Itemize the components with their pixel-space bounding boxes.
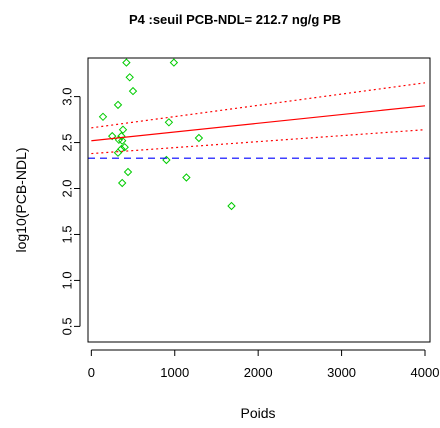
y-tick-label-5: 3.0 — [60, 88, 75, 106]
y-tick-label-1: 1.0 — [60, 271, 75, 289]
x-axis: 0 1000 2000 3000 4000 — [88, 349, 440, 380]
data-point-3 — [128, 86, 138, 96]
y-tick-label-4: 2.5 — [60, 134, 75, 152]
y-axis-label: log10(PCB-NDL) — [13, 147, 29, 252]
x-tick-label-1: 1000 — [160, 365, 189, 380]
plot-frame — [87, 57, 431, 343]
data-point-0 — [122, 58, 131, 67]
data-point-10 — [194, 133, 204, 143]
regression-line — [91, 105, 426, 142]
data-point-1 — [125, 73, 134, 82]
data-point-2 — [169, 58, 179, 67]
y-axis: 0.5 1.0 1.5 2.0 2.5 3.0 — [60, 88, 81, 335]
data-point-4 — [98, 112, 108, 122]
data-point-16 — [162, 155, 171, 165]
x-tick-label-4: 4000 — [411, 365, 440, 380]
data-point-18 — [182, 173, 191, 182]
chart-title: P4 :seuil PCB-NDL= 212.7 ng/g PB — [129, 12, 341, 27]
data-point-5 — [113, 100, 123, 110]
data-point-7 — [107, 131, 117, 141]
x-tick-label-2: 2000 — [244, 365, 273, 380]
y-tick-label-2: 1.5 — [60, 225, 75, 243]
x-axis-label: Poids — [240, 405, 275, 421]
confidence-upper — [91, 82, 426, 129]
data-point-20 — [227, 201, 236, 211]
x-tick-label-0: 0 — [88, 365, 95, 380]
confidence-lower — [91, 129, 426, 155]
data-point-9 — [117, 131, 126, 141]
data-point-12 — [117, 136, 127, 145]
data-point-15 — [113, 148, 123, 157]
y-tick-label-0: 0.5 — [60, 317, 75, 335]
data-point-6 — [164, 118, 174, 127]
x-tick-label-3: 3000 — [327, 365, 356, 380]
data-point-17 — [123, 167, 133, 177]
plot-area — [88, 58, 430, 211]
data-point-19 — [117, 178, 127, 188]
data-point-8 — [118, 125, 128, 134]
y-tick-label-3: 2.0 — [60, 179, 75, 197]
